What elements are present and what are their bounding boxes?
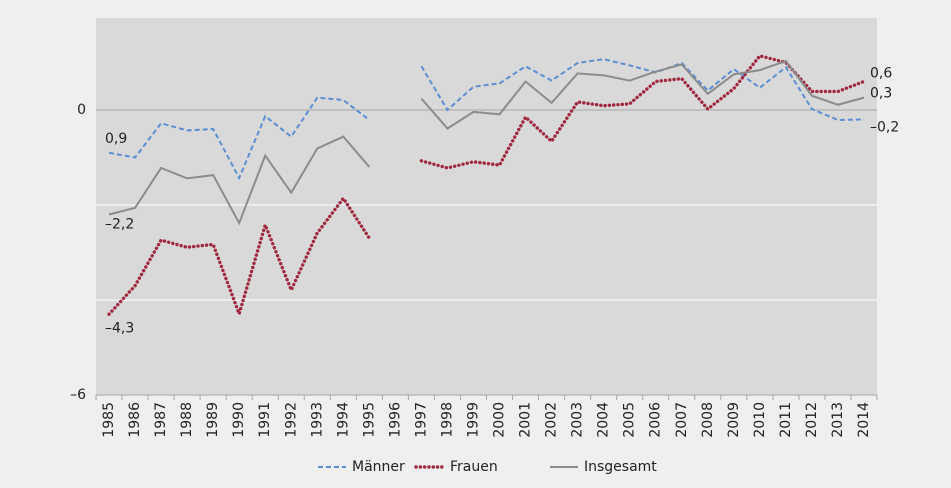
x-tick-label: 2004: [596, 402, 612, 438]
value-label: –2,2: [105, 217, 134, 233]
x-tick-label: 1990: [231, 402, 247, 438]
x-tick-label: 1987: [153, 402, 169, 438]
x-tick-label: 1998: [439, 402, 455, 438]
x-tick-label: 1999: [465, 402, 481, 438]
x-tick-label: 1994: [335, 402, 351, 438]
value-label: 0,9: [105, 131, 127, 147]
x-tick-label: 2012: [804, 402, 820, 438]
x-tick-label: 2000: [492, 402, 508, 438]
value-label: 0,6: [870, 66, 892, 82]
x-tick-label: 1985: [101, 402, 117, 438]
y-tick-label: 0: [77, 102, 86, 118]
value-label: –4,3: [105, 320, 134, 336]
x-tick-label: 2010: [752, 402, 768, 438]
x-tick-label: 2009: [726, 402, 742, 438]
x-tick-label: 1995: [361, 402, 377, 438]
value-label: 0,3: [870, 86, 892, 102]
x-tick-label: 1988: [179, 402, 195, 438]
x-tick-label: 1996: [387, 402, 403, 438]
plot-area: [96, 18, 877, 395]
legend-label: Insgesamt: [584, 459, 657, 475]
x-tick-label: 1997: [413, 402, 429, 438]
legend-label: Frauen: [450, 459, 498, 475]
x-tick-label: 2013: [830, 402, 846, 438]
x-tick-label: 2001: [518, 402, 534, 438]
x-tick-label: 2008: [700, 402, 716, 438]
x-tick-label: 1989: [205, 402, 221, 438]
x-tick-label: 2007: [674, 402, 690, 438]
x-tick-label: 2011: [778, 402, 794, 438]
x-tick-label: 2014: [856, 402, 872, 438]
legend-label: Männer: [352, 459, 405, 475]
x-tick-label: 1986: [127, 402, 143, 438]
data-line: [108, 59, 865, 226]
x-tick-label: 1991: [257, 402, 273, 438]
x-tick-label: 1992: [283, 402, 299, 438]
x-tick-label: 2006: [648, 402, 664, 438]
x-tick-label: 2003: [570, 402, 586, 438]
value-label: –0,2: [870, 120, 899, 136]
x-tick-label: 2005: [622, 402, 638, 438]
y-tick-label: –6: [70, 387, 86, 403]
x-tick-label: 1993: [309, 402, 325, 438]
data-line: [108, 58, 865, 181]
x-tick-label: 2002: [544, 402, 560, 438]
